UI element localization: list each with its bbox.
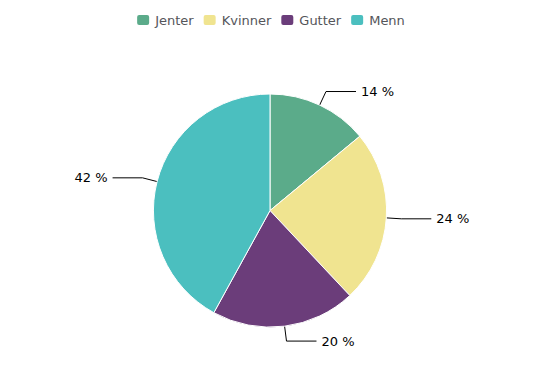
svg-text:24 %: 24 % [436,211,469,226]
svg-text:14 %: 14 % [361,84,394,99]
svg-text:Menn: Menn [369,13,405,28]
svg-text:Kvinner: Kvinner [222,13,272,28]
svg-text:42 %: 42 % [75,170,108,185]
svg-text:20 %: 20 % [321,334,354,349]
svg-text:Jenter: Jenter [154,13,194,28]
svg-text:Gutter: Gutter [299,13,342,28]
